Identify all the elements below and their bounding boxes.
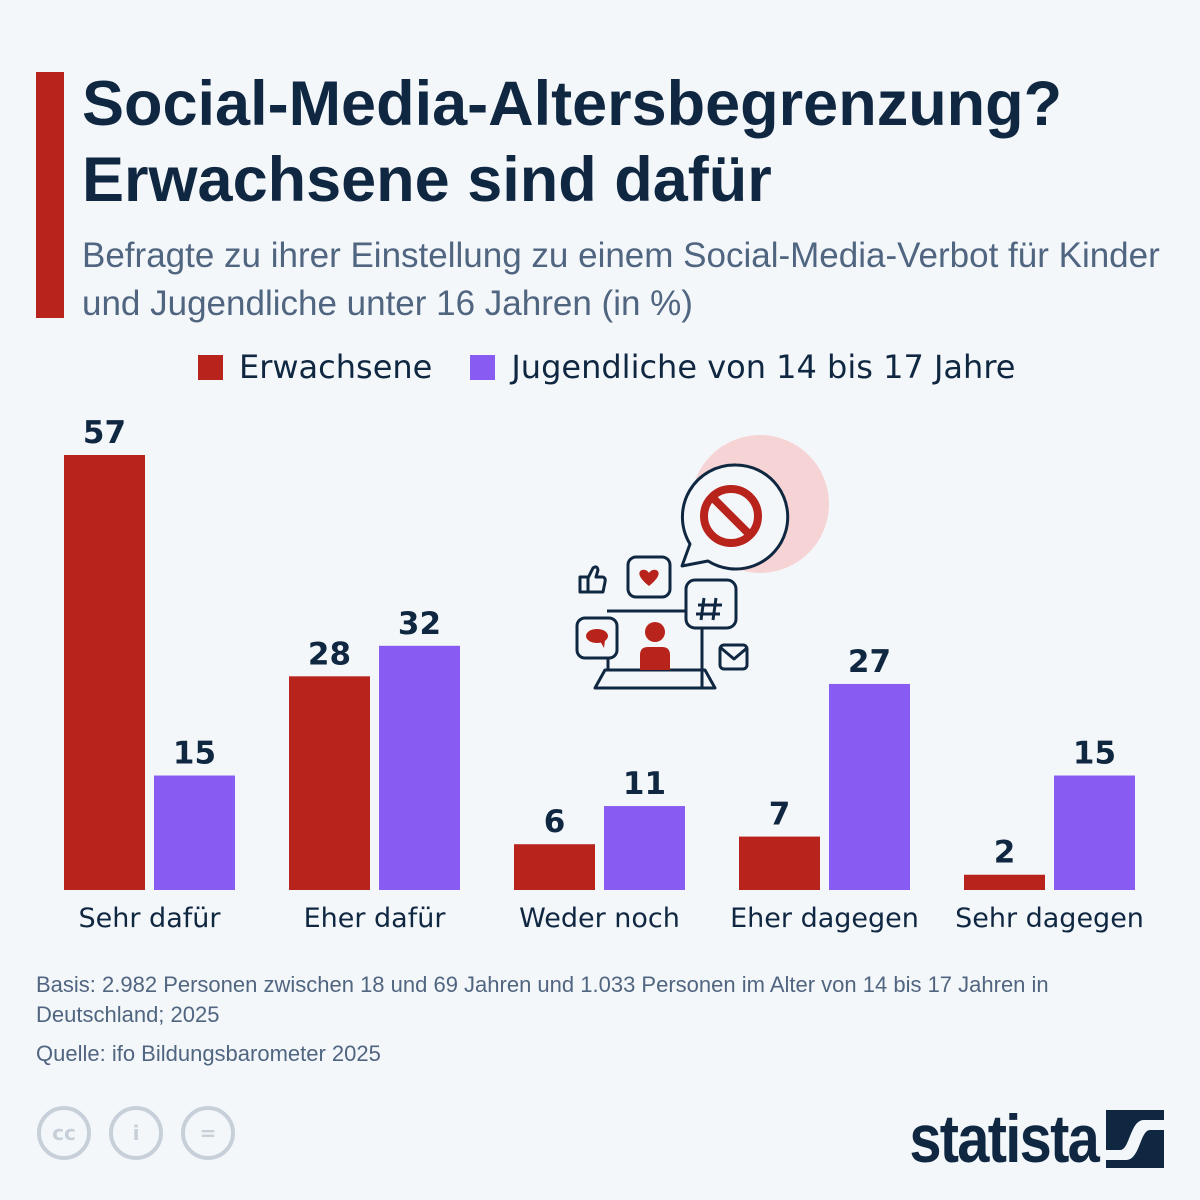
bar-jugendliche [379,645,460,890]
category-label: Sehr dafür [79,903,222,934]
mail-icon [718,643,749,671]
category-label: Eher dafür [304,903,447,934]
bar-jugendliche [829,683,910,890]
accent-bar [36,72,64,318]
legend-label: Jugendliche von 14 bis 17 Jahre [511,348,1016,386]
bar-erwachsene [514,844,595,890]
bar-erwachsene [739,836,820,890]
data-label: 15 [1073,736,1116,772]
chart-title: Social-Media-Altersbegrenzung? Erwachsen… [82,66,1062,218]
data-label: 28 [308,636,351,672]
title-line-2: Erwachsene sind dafür [82,145,772,215]
bar-jugendliche [604,806,685,890]
statista-logo-icon [1106,1110,1164,1168]
comment-icon [586,629,608,643]
statista-logo: statista [876,1100,1164,1178]
attribution-icon: i [109,1106,163,1160]
title-line-1: Social-Media-Altersbegrenzung? [82,69,1063,139]
thumbs-up-icon [578,565,607,594]
legend: Erwachsene Jugendliche von 14 bis 17 Jah… [198,348,1053,386]
category-label: Weder noch [519,903,680,934]
data-label: 27 [848,644,891,680]
legend-label: Erwachsene [239,348,433,386]
data-label: 2 [994,835,1016,871]
category-label: Eher dagegen [730,903,919,934]
legend-item-erwachsene: Erwachsene [198,348,432,386]
legend-swatch [198,354,223,380]
bar-jugendliche [1054,775,1135,890]
source-note: Quelle: ifo Bildungsbarometer 2025 [36,1041,381,1066]
category-label: Sehr dagegen [955,903,1144,934]
data-label: 7 [769,797,791,833]
cc-icon: cc [37,1106,91,1160]
legend-swatch [470,354,496,380]
prohibited-icon [700,485,762,547]
bar-jugendliche [154,775,235,890]
data-label: 32 [398,606,441,642]
legend-item-jugendliche: Jugendliche von 14 bis 17 Jahre [470,348,1015,386]
illustration [575,435,829,690]
data-label: 6 [544,804,566,840]
heart-icon [639,569,659,586]
chart-subtitle: Befragte zu ihrer Einstellung zu einem S… [82,236,1160,323]
data-label: 57 [83,415,126,451]
logo-text: statista [909,1101,1099,1177]
bar-erwachsene [64,455,145,890]
basis-note: Basis: 2.982 Personen zwischen 18 und 69… [36,972,1049,1027]
data-label: 11 [623,766,666,802]
laptop-icon [593,609,717,690]
bar-erwachsene [964,874,1045,890]
data-label: 15 [173,736,216,772]
person-icon [645,622,665,642]
bar-erwachsene [289,676,370,890]
no-derivatives-icon: = [181,1106,235,1160]
